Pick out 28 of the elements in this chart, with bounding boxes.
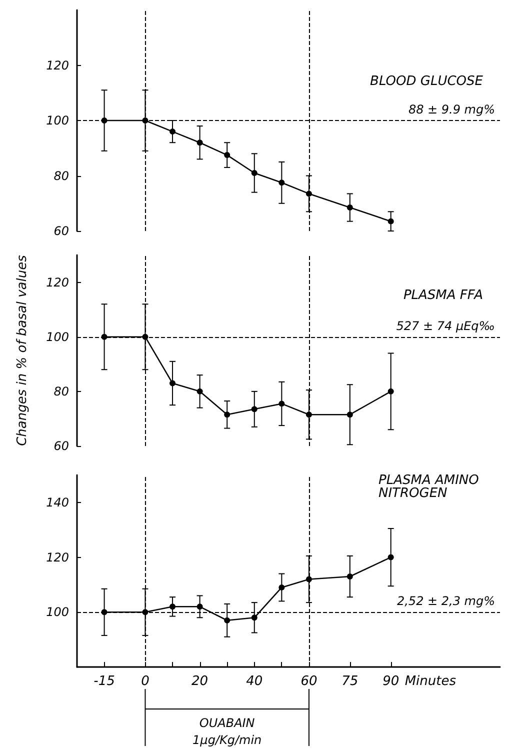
y-tick-label: 120 bbox=[46, 275, 70, 290]
text: BLOOD GLUCOSE bbox=[370, 74, 484, 89]
y-tick-label: 100 bbox=[46, 330, 70, 344]
ref-line-label: 2,52 ± 2,3 mg% bbox=[396, 594, 495, 608]
y-tick-label: 100 bbox=[46, 605, 70, 620]
x-tick-label: 20 bbox=[192, 674, 208, 689]
x-tick-label: -15 bbox=[94, 674, 115, 689]
x-axis-title: Minutes bbox=[404, 674, 456, 689]
text: OUABAIN bbox=[199, 716, 255, 730]
x-tick-label: 60 bbox=[300, 674, 318, 689]
ref-line-label: 88 ± 9.9 mg% bbox=[408, 102, 495, 116]
y-tick-label: 80 bbox=[54, 168, 70, 183]
x-tick-label: 40 bbox=[246, 674, 263, 689]
text: 1μg/Kg/min bbox=[192, 733, 262, 747]
x-tick-label: 0 bbox=[141, 674, 150, 689]
chart-title: PLASMA AMINO NITROGEN bbox=[378, 473, 484, 501]
y-tick-label: 60 bbox=[54, 439, 70, 453]
ref-line-label: 527 ± 74 μEq‰ bbox=[396, 318, 495, 333]
y-tick-label: 140 bbox=[46, 495, 70, 510]
y-tick-label: 120 bbox=[46, 58, 70, 72]
text: PLASMA FFA bbox=[403, 288, 484, 303]
y-axis-title: Changes in % of basal values bbox=[15, 254, 30, 446]
x-tick-label: 90 bbox=[382, 674, 400, 689]
y-tick-label: 80 bbox=[54, 384, 70, 398]
x-tick-label: 75 bbox=[342, 674, 358, 689]
y-tick-label: 120 bbox=[46, 550, 70, 564]
y-tick-label: 60 bbox=[54, 224, 70, 238]
y-tick-label: 100 bbox=[46, 114, 70, 128]
